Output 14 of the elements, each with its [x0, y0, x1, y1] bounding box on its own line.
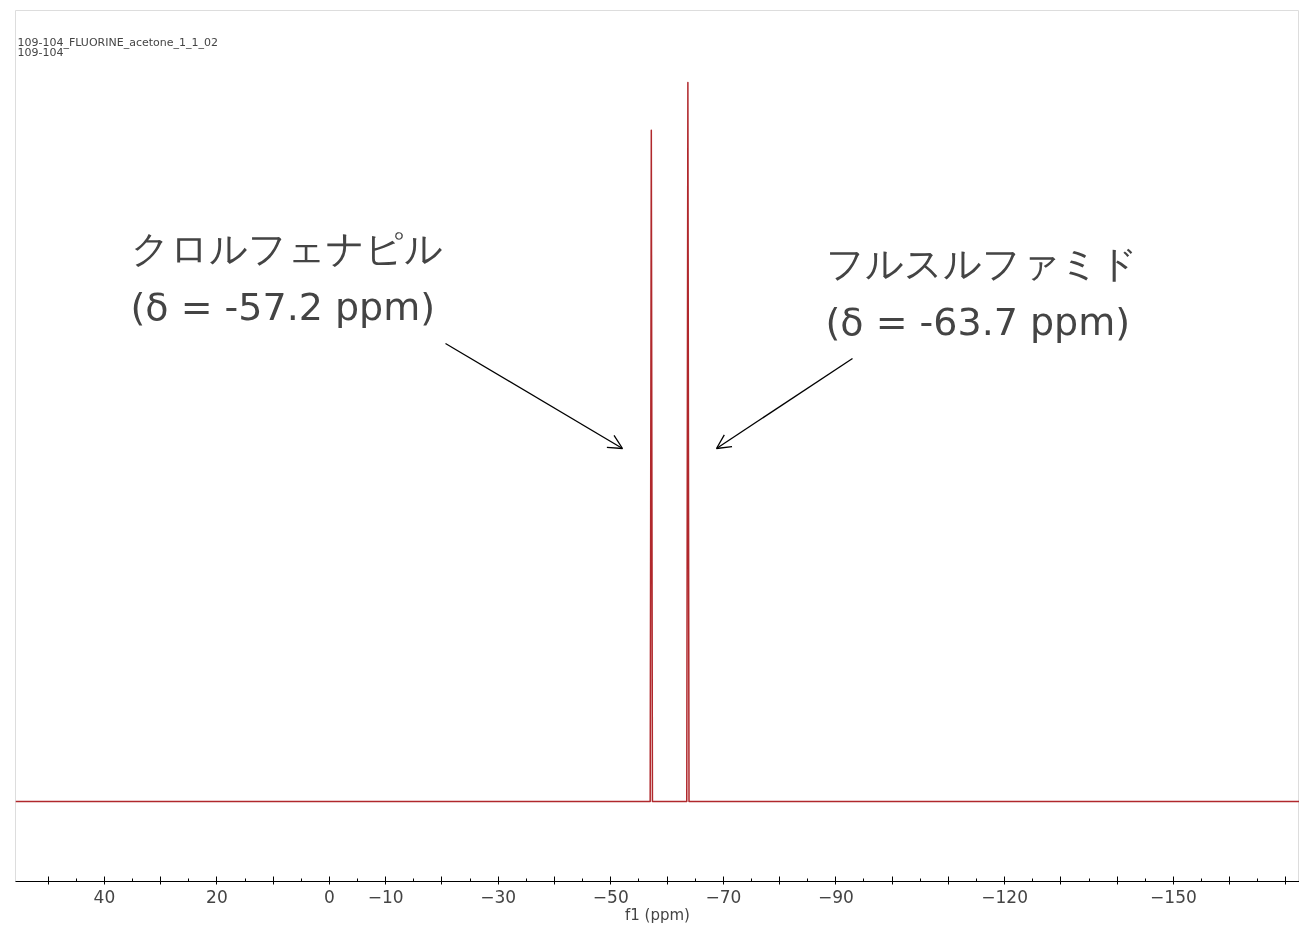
- x-tick-label: 0: [324, 886, 335, 907]
- x-tick-label: −70: [705, 886, 742, 907]
- chart-title: 109-104_FLUORINE_acetone_1_1_02: [17, 35, 218, 49]
- x-tick-label: −10: [367, 886, 404, 907]
- x-axis-title: f1 (ppm): [625, 905, 690, 924]
- x-tick-label: −90: [817, 886, 854, 907]
- x-tick-label: 20: [206, 886, 228, 907]
- x-tick-label: −30: [480, 886, 517, 907]
- x-tick-label: −150: [1150, 886, 1197, 907]
- annotation: フルスルファミド (δ = -63.7 ppm): [825, 241, 1138, 344]
- x-tick-label: 40: [93, 886, 116, 907]
- x-tick-label: −120: [981, 886, 1029, 907]
- x-tick-label: −50: [592, 886, 629, 907]
- annotation: クロルフェナピル (δ = -57.2 ppm): [130, 226, 443, 329]
